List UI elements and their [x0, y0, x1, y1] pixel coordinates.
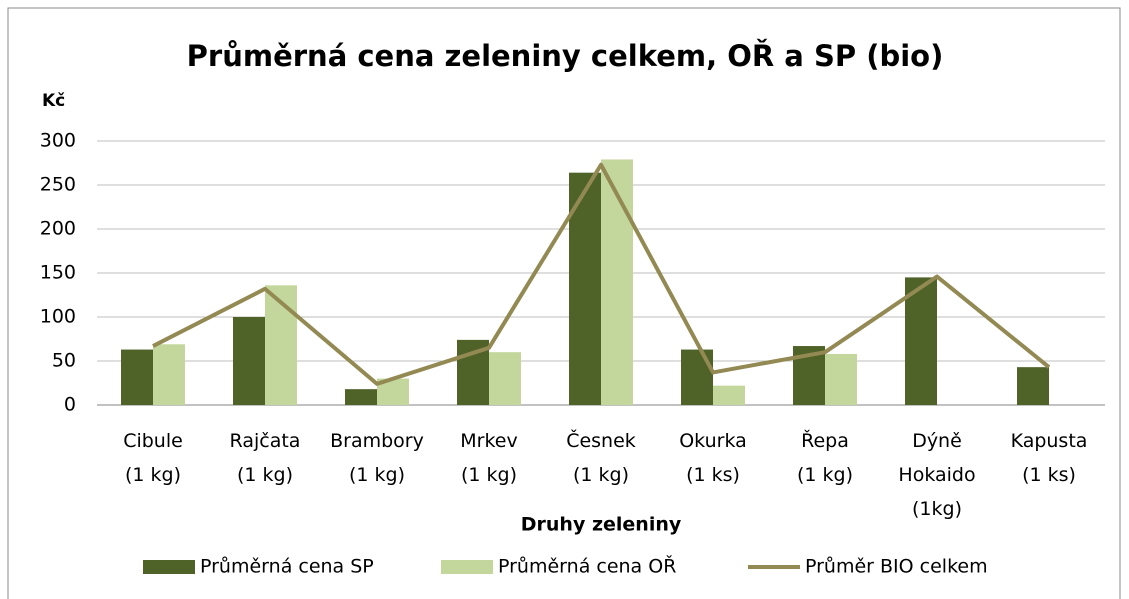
x-tick-label: Brambory (1 kg)	[330, 430, 424, 486]
bar	[713, 385, 745, 405]
x-tick-label: Mrkev (1 kg)	[460, 430, 517, 486]
bar	[905, 277, 937, 405]
bar	[153, 344, 185, 405]
y-tick-label: 50	[52, 350, 76, 372]
y-tick-label: 250	[40, 174, 76, 196]
x-tick-label: Okurka (1 ks)	[679, 430, 747, 486]
y-tick-label: 300	[40, 130, 76, 152]
y-tick-label: 200	[40, 218, 76, 240]
x-axis-title: Druhy zeleniny	[521, 514, 682, 536]
x-tick-label: Rajčata (1 kg)	[230, 430, 301, 486]
y-axis-title: Kč	[42, 91, 65, 111]
bar	[265, 285, 297, 405]
x-tick-label: Kapusta (1 ks)	[1011, 430, 1088, 486]
legend-label: Průměrná cena OŘ	[498, 555, 676, 578]
legend-label: Průměrná cena SP	[200, 556, 374, 578]
bar	[121, 349, 153, 405]
y-tick-label: 100	[40, 306, 76, 328]
line-series	[152, 162, 1051, 386]
bar	[233, 317, 265, 405]
bar	[601, 159, 633, 405]
x-tick-label: Česnek (1 kg)	[566, 428, 636, 486]
legend-swatch	[143, 560, 195, 574]
bar	[681, 349, 713, 405]
legend-swatch	[441, 560, 493, 574]
legend-label: Průměr BIO celkem	[805, 556, 988, 578]
bar	[1017, 367, 1049, 405]
x-tick-label: Řepa (1 kg)	[797, 429, 853, 486]
bar	[489, 352, 521, 405]
y-tick-label: 0	[64, 394, 76, 416]
chart-title: Průměrná cena zeleniny celkem, OŘ a SP (…	[187, 39, 944, 73]
bar	[825, 353, 857, 405]
x-tick-label: Dýně Hokaido (1kg)	[898, 430, 975, 520]
x-tick-label: Cibule (1 kg)	[123, 430, 183, 486]
y-tick-label: 150	[40, 262, 76, 284]
bar	[345, 389, 377, 405]
